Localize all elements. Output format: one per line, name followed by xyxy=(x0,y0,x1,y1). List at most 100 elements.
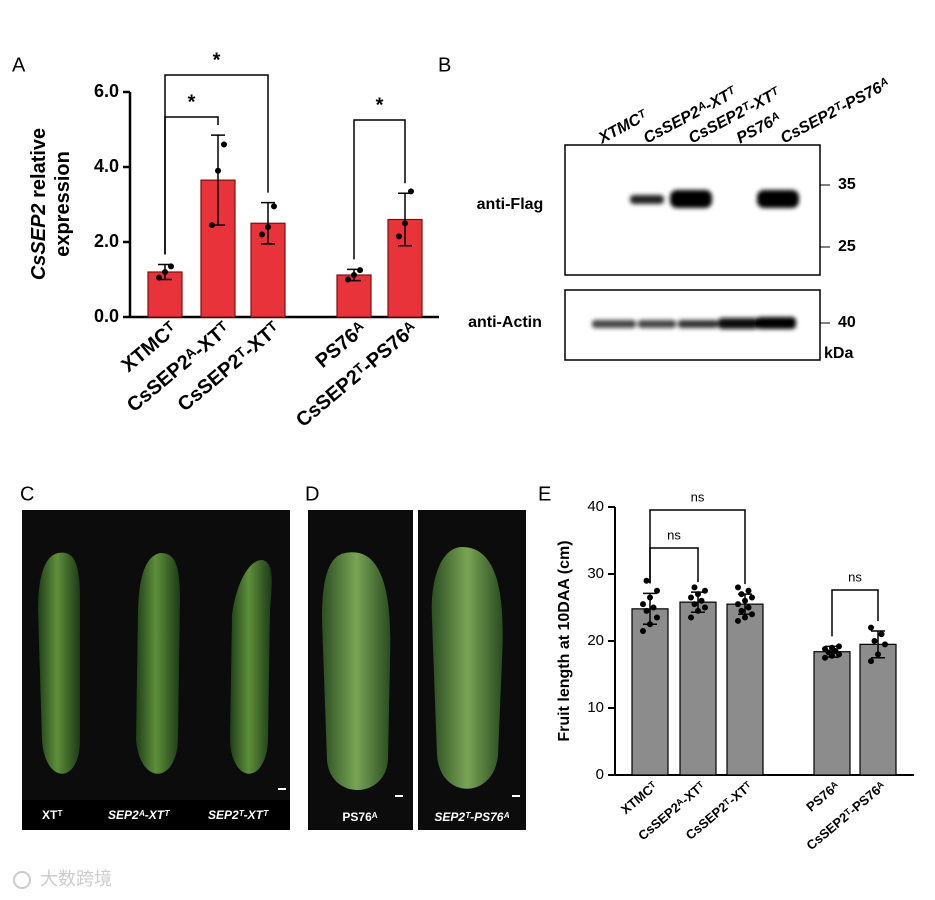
data-point xyxy=(735,584,741,591)
data-point xyxy=(156,274,162,281)
data-point xyxy=(742,614,748,621)
unit-label: kDa xyxy=(824,345,853,362)
data-point xyxy=(742,597,748,604)
data-point xyxy=(882,641,888,648)
y-axis-label-part: Fruit length at 10DAA (cm) xyxy=(556,540,573,741)
data-point xyxy=(162,269,168,275)
y-tick-label: 30 xyxy=(587,565,604,582)
significance-label: ns xyxy=(667,527,681,542)
significance-label: ns xyxy=(691,489,705,504)
panel-label: B xyxy=(438,54,451,76)
y-axis-label: CsSEP2 relative expression xyxy=(28,128,74,280)
row-label: anti-Actin xyxy=(468,314,542,331)
y-tick-label: 6.0 xyxy=(94,81,119,101)
significance-label: * xyxy=(213,49,221,71)
data-point xyxy=(749,594,755,601)
y-axis-label-part: CsSEP2 xyxy=(28,203,50,280)
data-point xyxy=(749,611,755,618)
y-tick-label: 4.0 xyxy=(94,156,119,176)
bar xyxy=(336,274,372,318)
data-point xyxy=(402,220,408,227)
data-point xyxy=(868,624,874,631)
data-point xyxy=(745,587,752,594)
data-point xyxy=(650,604,657,611)
data-point xyxy=(745,604,752,611)
bar xyxy=(726,603,764,776)
data-point xyxy=(357,267,363,274)
data-point xyxy=(868,658,874,665)
marker-label: 40 xyxy=(838,314,856,331)
panel-label: C xyxy=(20,483,34,505)
x-tick-label: PS76ᴬ xyxy=(803,778,842,814)
data-point xyxy=(647,594,653,601)
data-point xyxy=(688,594,694,601)
data-point xyxy=(836,643,842,650)
y-tick-label: 0 xyxy=(596,766,604,783)
y-axis-label: Fruit length at 10DAA (cm) xyxy=(556,540,573,741)
data-point xyxy=(259,231,265,238)
significance-bracket xyxy=(649,547,699,584)
data-point xyxy=(822,646,828,653)
data-point xyxy=(738,591,745,598)
data-point xyxy=(702,587,708,594)
data-point xyxy=(871,638,878,644)
y-tick-label: 0.0 xyxy=(94,306,119,326)
significance-bracket xyxy=(164,74,269,255)
data-point xyxy=(691,601,698,608)
data-point xyxy=(654,587,660,594)
data-point xyxy=(695,591,701,598)
data-point xyxy=(822,654,828,661)
significance-label: ns xyxy=(848,569,862,584)
marker-label: 25 xyxy=(838,238,856,255)
data-point xyxy=(647,621,653,628)
western-blot: anti-Flag anti-Actin 35 25 40 kDa XTMCᵀ … xyxy=(468,76,892,363)
x-tick-label: XTMCᵀ xyxy=(618,778,660,817)
data-point xyxy=(351,272,357,278)
x-tick-label: CsSEP2ᵀ-PS76ᴬ xyxy=(803,778,888,853)
photo-label: PS76ᴬ xyxy=(342,810,377,824)
lane-label: CsSEP2ᵀ-PS76ᴬ xyxy=(778,76,892,148)
data-point xyxy=(735,617,741,624)
significance-bracket xyxy=(353,119,406,260)
significance-label: * xyxy=(188,91,196,113)
data-point xyxy=(698,597,705,604)
data-point xyxy=(695,607,701,614)
data-point xyxy=(688,614,694,621)
bar xyxy=(813,651,851,776)
photo-label: SEP2ᵀ-PS76ᴬ xyxy=(434,810,509,824)
y-axis-label-part: relative xyxy=(28,128,50,204)
data-point xyxy=(640,627,646,634)
data-point xyxy=(702,604,708,611)
significance-label: * xyxy=(376,94,384,116)
data-point xyxy=(875,651,881,658)
y-tick-label: 20 xyxy=(587,632,604,649)
bar xyxy=(631,608,669,776)
panel-label: E xyxy=(538,483,551,505)
significance-bracket xyxy=(831,589,879,637)
data-point xyxy=(396,233,402,240)
significance-bracket xyxy=(649,509,746,585)
data-point xyxy=(738,607,745,614)
data-point xyxy=(878,631,885,638)
data-point xyxy=(408,188,414,195)
data-point xyxy=(691,584,698,591)
panel-label: A xyxy=(12,54,26,76)
data-point xyxy=(168,263,174,270)
y-tick-label: 40 xyxy=(587,498,604,515)
data-point xyxy=(221,141,227,148)
marker-label: 35 xyxy=(838,176,856,193)
panel-label: D xyxy=(305,483,319,505)
photo-d: PS76ᴬ SEP2ᵀ-PS76ᴬ xyxy=(308,510,526,830)
data-point xyxy=(735,601,741,608)
error-bar xyxy=(261,201,275,245)
data-point xyxy=(829,644,835,651)
data-point xyxy=(215,167,221,174)
data-point xyxy=(643,607,650,614)
data-point xyxy=(643,577,650,584)
watermark-icon xyxy=(13,871,31,889)
data-point xyxy=(640,601,646,608)
y-tick-label: 2.0 xyxy=(94,231,119,251)
y-tick-label: 10 xyxy=(587,699,604,716)
photo-label: SEP2ᴬ-XTᵀ xyxy=(108,808,170,822)
